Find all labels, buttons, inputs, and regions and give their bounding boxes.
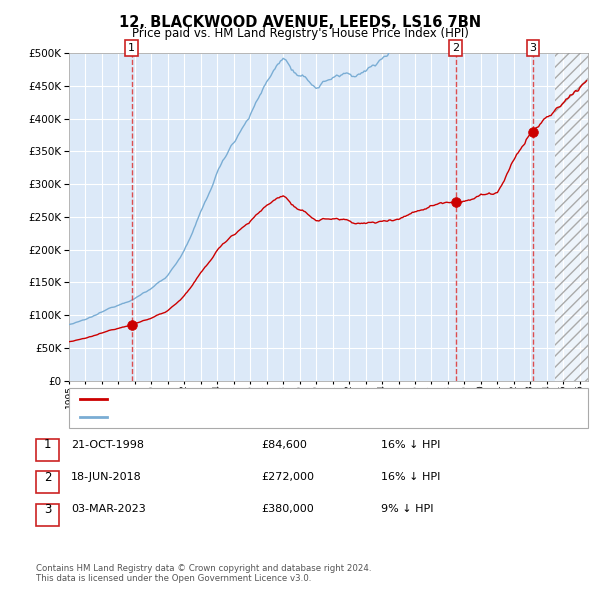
Text: 12, BLACKWOOD AVENUE, LEEDS, LS16 7BN (detached house): 12, BLACKWOOD AVENUE, LEEDS, LS16 7BN (d… [113, 394, 438, 404]
Text: £84,600: £84,600 [261, 440, 307, 450]
Text: 3: 3 [44, 503, 51, 516]
Bar [555, 53, 588, 381]
Text: Price paid vs. HM Land Registry's House Price Index (HPI): Price paid vs. HM Land Registry's House … [131, 27, 469, 40]
Text: 16% ↓ HPI: 16% ↓ HPI [381, 440, 440, 450]
Text: 3: 3 [530, 43, 536, 53]
Text: 12, BLACKWOOD AVENUE, LEEDS, LS16 7BN: 12, BLACKWOOD AVENUE, LEEDS, LS16 7BN [119, 15, 481, 30]
Text: £380,000: £380,000 [261, 504, 314, 514]
Text: HPI: Average price, detached house, Leeds: HPI: Average price, detached house, Leed… [113, 411, 336, 421]
Text: 03-MAR-2023: 03-MAR-2023 [71, 504, 146, 514]
Bar [555, 53, 588, 381]
Text: 1: 1 [44, 438, 51, 451]
Text: 21-OCT-1998: 21-OCT-1998 [71, 440, 144, 450]
Text: 1: 1 [128, 43, 135, 53]
Text: £272,000: £272,000 [261, 472, 314, 482]
Text: 16% ↓ HPI: 16% ↓ HPI [381, 472, 440, 482]
Text: 2: 2 [44, 470, 51, 484]
Text: Contains HM Land Registry data © Crown copyright and database right 2024.
This d: Contains HM Land Registry data © Crown c… [36, 563, 371, 583]
Text: 18-JUN-2018: 18-JUN-2018 [71, 472, 142, 482]
Text: 2: 2 [452, 43, 459, 53]
Text: 9% ↓ HPI: 9% ↓ HPI [381, 504, 433, 514]
